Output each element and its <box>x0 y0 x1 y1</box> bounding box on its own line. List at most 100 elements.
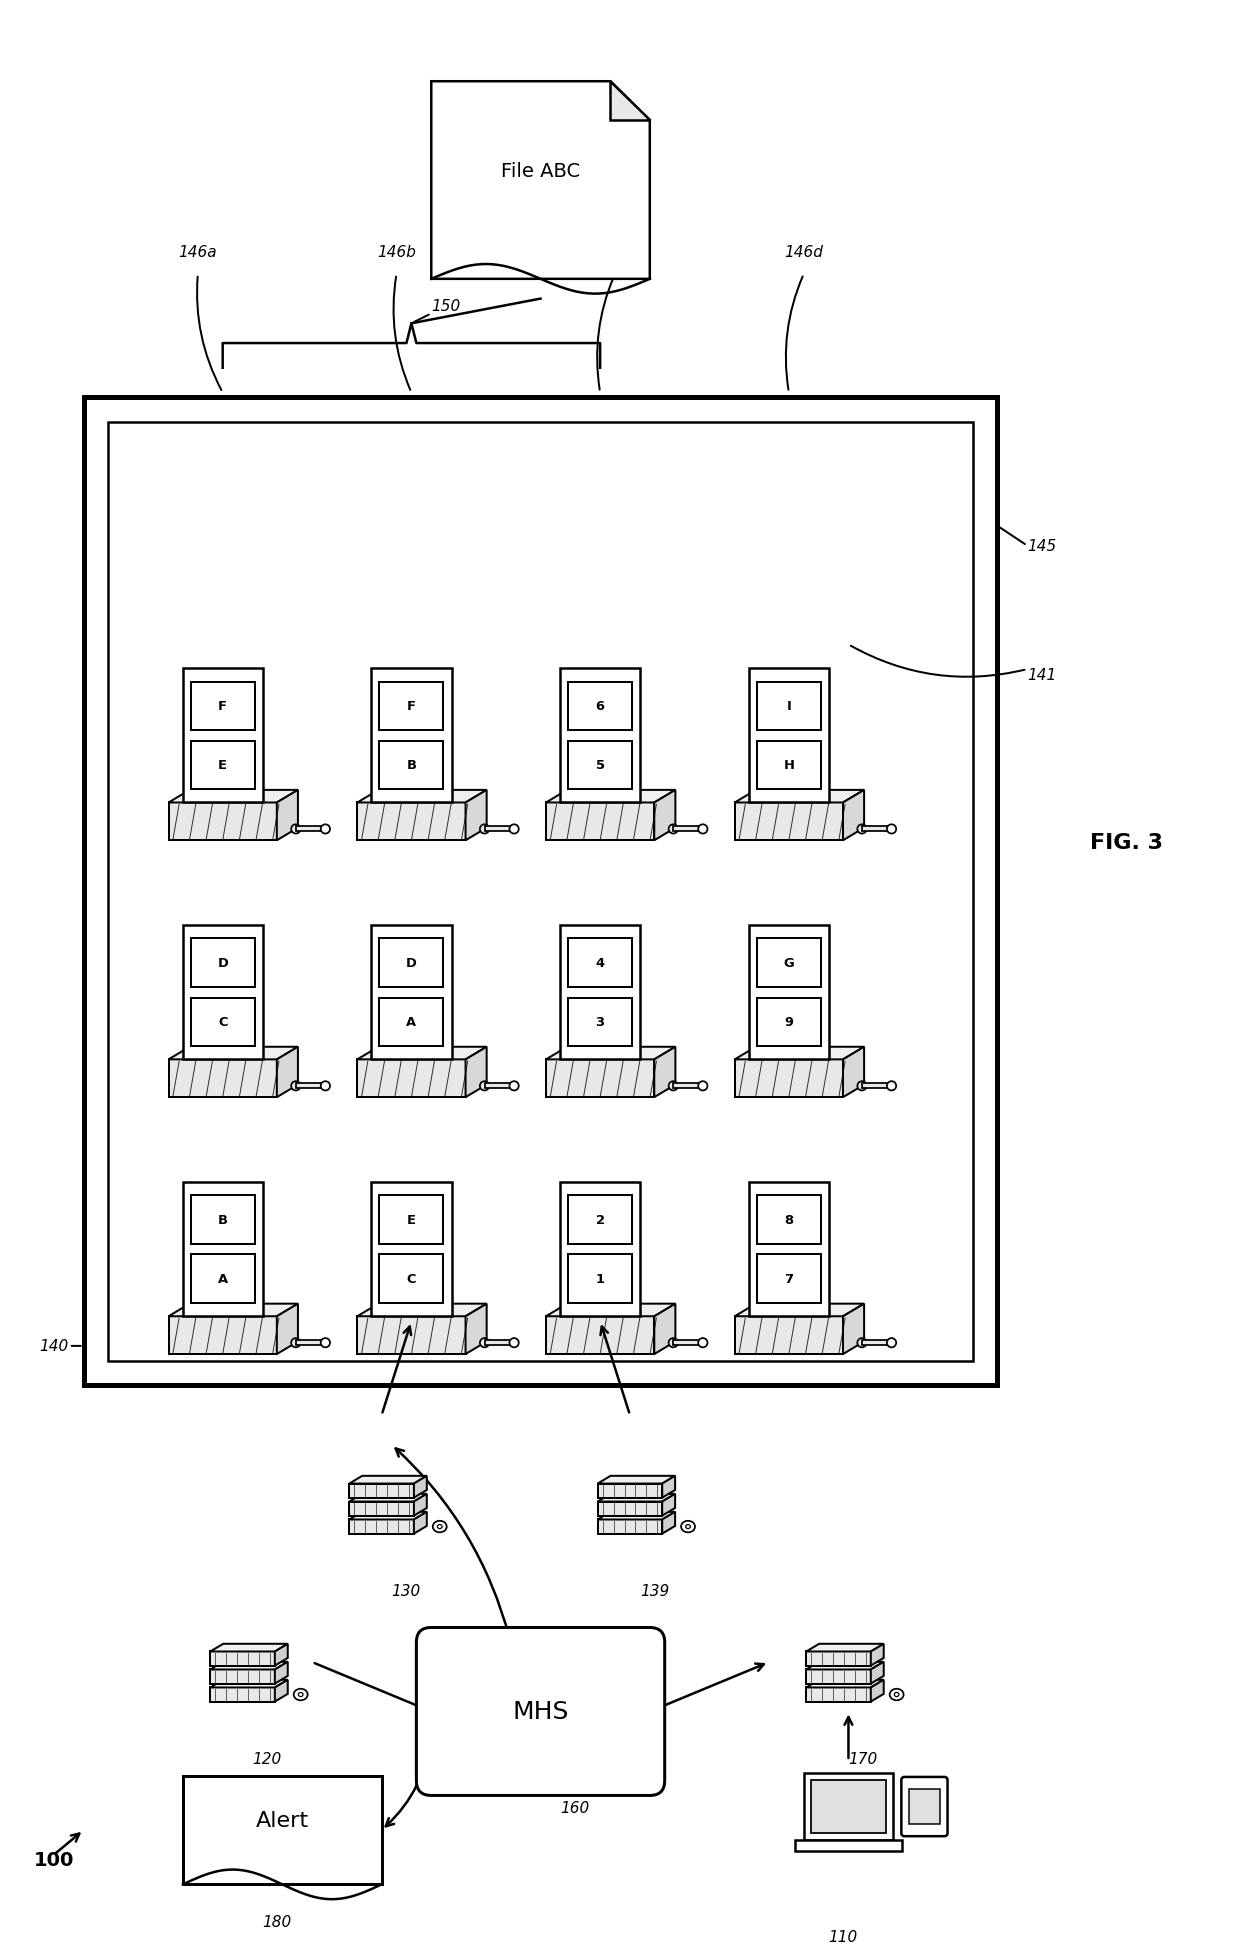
Polygon shape <box>546 791 676 803</box>
Polygon shape <box>357 1303 486 1317</box>
Polygon shape <box>655 1303 676 1354</box>
Polygon shape <box>211 1644 288 1652</box>
Ellipse shape <box>510 1081 518 1091</box>
FancyBboxPatch shape <box>191 1255 254 1303</box>
Polygon shape <box>169 791 298 803</box>
Polygon shape <box>414 1512 427 1533</box>
FancyBboxPatch shape <box>546 1060 655 1097</box>
FancyBboxPatch shape <box>560 925 640 1060</box>
Polygon shape <box>735 1303 864 1317</box>
FancyBboxPatch shape <box>568 997 632 1046</box>
Polygon shape <box>843 1048 864 1097</box>
Ellipse shape <box>887 1081 897 1091</box>
Polygon shape <box>169 1048 298 1060</box>
Text: E: E <box>407 1214 415 1227</box>
Text: 139: 139 <box>640 1584 670 1597</box>
FancyBboxPatch shape <box>182 925 263 1060</box>
Text: C: C <box>218 1015 227 1029</box>
Text: G: G <box>784 956 795 970</box>
FancyBboxPatch shape <box>560 668 640 803</box>
Ellipse shape <box>291 1081 300 1091</box>
Text: E: E <box>218 760 227 771</box>
FancyBboxPatch shape <box>191 1196 254 1245</box>
FancyBboxPatch shape <box>211 1687 275 1703</box>
FancyBboxPatch shape <box>182 1182 263 1317</box>
Text: 150: 150 <box>432 300 460 314</box>
FancyBboxPatch shape <box>568 742 632 789</box>
FancyBboxPatch shape <box>756 742 821 789</box>
FancyBboxPatch shape <box>598 1484 662 1498</box>
Polygon shape <box>414 1494 427 1516</box>
FancyBboxPatch shape <box>901 1777 947 1837</box>
Polygon shape <box>610 82 650 121</box>
FancyBboxPatch shape <box>568 939 632 988</box>
FancyBboxPatch shape <box>417 1629 665 1796</box>
Text: 2: 2 <box>595 1214 605 1227</box>
FancyBboxPatch shape <box>350 1484 414 1498</box>
Polygon shape <box>655 791 676 842</box>
FancyBboxPatch shape <box>862 1083 892 1089</box>
Ellipse shape <box>857 824 867 834</box>
FancyBboxPatch shape <box>211 1652 275 1666</box>
Text: 7: 7 <box>785 1272 794 1286</box>
Polygon shape <box>662 1477 675 1498</box>
Text: 6: 6 <box>595 699 605 713</box>
FancyBboxPatch shape <box>862 828 892 832</box>
FancyBboxPatch shape <box>546 1317 655 1354</box>
Text: 141: 141 <box>1027 668 1056 682</box>
FancyBboxPatch shape <box>379 742 444 789</box>
FancyBboxPatch shape <box>296 828 325 832</box>
Polygon shape <box>169 1303 298 1317</box>
Polygon shape <box>870 1662 884 1683</box>
FancyBboxPatch shape <box>350 1519 414 1533</box>
Polygon shape <box>357 791 486 803</box>
Ellipse shape <box>698 824 708 834</box>
Polygon shape <box>735 791 864 803</box>
Polygon shape <box>432 82 650 281</box>
Text: D: D <box>217 956 228 970</box>
Ellipse shape <box>510 824 518 834</box>
Text: 145: 145 <box>1027 540 1056 553</box>
Polygon shape <box>414 1477 427 1498</box>
Ellipse shape <box>668 1338 678 1348</box>
FancyBboxPatch shape <box>191 939 254 988</box>
Ellipse shape <box>887 1338 897 1348</box>
Polygon shape <box>277 1303 298 1354</box>
FancyBboxPatch shape <box>379 682 444 730</box>
FancyBboxPatch shape <box>184 1777 382 1884</box>
Polygon shape <box>662 1512 675 1533</box>
FancyBboxPatch shape <box>806 1669 870 1683</box>
FancyBboxPatch shape <box>560 1182 640 1317</box>
FancyBboxPatch shape <box>756 939 821 988</box>
FancyBboxPatch shape <box>191 997 254 1046</box>
FancyBboxPatch shape <box>350 1502 414 1516</box>
FancyBboxPatch shape <box>83 397 997 1385</box>
Polygon shape <box>655 1048 676 1097</box>
FancyBboxPatch shape <box>735 1317 843 1354</box>
Ellipse shape <box>894 1693 899 1697</box>
Polygon shape <box>806 1662 884 1669</box>
Ellipse shape <box>291 824 300 834</box>
FancyBboxPatch shape <box>191 682 254 730</box>
Text: Alert: Alert <box>255 1810 309 1831</box>
Ellipse shape <box>887 824 897 834</box>
FancyBboxPatch shape <box>735 1060 843 1097</box>
FancyBboxPatch shape <box>357 803 465 842</box>
FancyBboxPatch shape <box>371 1182 451 1317</box>
Text: F: F <box>218 699 227 713</box>
FancyBboxPatch shape <box>673 828 703 832</box>
Text: 146b: 146b <box>377 245 415 259</box>
FancyBboxPatch shape <box>485 1340 515 1346</box>
Polygon shape <box>277 1048 298 1097</box>
FancyBboxPatch shape <box>379 1196 444 1245</box>
Text: FIG. 3: FIG. 3 <box>1090 832 1163 853</box>
Ellipse shape <box>299 1693 303 1697</box>
Ellipse shape <box>681 1521 694 1533</box>
Polygon shape <box>275 1644 288 1666</box>
FancyBboxPatch shape <box>296 1083 325 1089</box>
FancyBboxPatch shape <box>598 1519 662 1533</box>
Polygon shape <box>598 1512 675 1519</box>
Text: B: B <box>407 760 417 771</box>
FancyBboxPatch shape <box>749 668 830 803</box>
FancyBboxPatch shape <box>749 925 830 1060</box>
